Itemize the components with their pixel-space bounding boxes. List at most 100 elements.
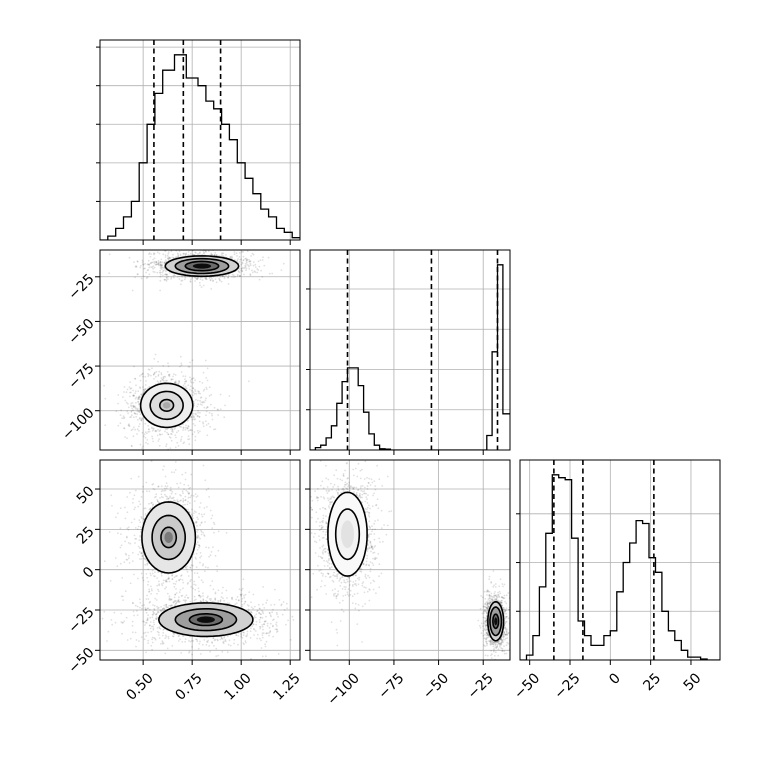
sample-point — [135, 538, 138, 540]
sample-point — [214, 591, 217, 594]
sample-point — [198, 506, 201, 508]
sample-point — [195, 566, 198, 569]
sample-point — [146, 594, 149, 597]
sample-point — [256, 271, 259, 274]
sample-point — [213, 531, 215, 534]
sample-point — [196, 638, 198, 641]
sample-point — [153, 637, 155, 639]
sample-point — [208, 555, 211, 558]
sample-point — [198, 590, 200, 593]
sample-point — [187, 575, 190, 577]
sample-point — [242, 578, 245, 581]
sample-point — [181, 579, 184, 581]
sample-point — [196, 536, 199, 539]
sample-point — [178, 591, 181, 594]
sample-point — [180, 371, 183, 373]
sample-point — [140, 572, 143, 575]
sample-point — [209, 279, 212, 281]
sample-point — [184, 385, 187, 388]
sample-point — [190, 564, 193, 567]
sample-point — [225, 532, 228, 534]
sample-point — [125, 535, 128, 538]
sample-point — [211, 580, 214, 582]
sample-point — [183, 382, 186, 385]
sample-point — [166, 254, 169, 257]
sample-point — [186, 427, 189, 430]
sample-point — [174, 461, 177, 463]
sample-point — [131, 624, 134, 627]
sample-point — [235, 252, 238, 255]
sample-point — [237, 635, 240, 637]
sample-point — [252, 261, 255, 264]
sample-point — [174, 500, 177, 502]
sample-point — [179, 494, 181, 496]
sample-point — [201, 643, 204, 646]
sample-point — [170, 276, 173, 279]
sample-point — [189, 376, 191, 379]
sample-point — [264, 620, 266, 623]
sample-point — [142, 579, 145, 582]
sample-point — [201, 279, 204, 281]
sample-point — [148, 591, 150, 593]
sample-point — [321, 619, 323, 621]
sample-point — [196, 516, 199, 519]
sample-point — [178, 250, 181, 253]
sample-point — [244, 640, 247, 642]
sample-point — [212, 521, 215, 524]
sample-point — [246, 250, 249, 253]
sample-point — [200, 555, 203, 557]
sample-point — [200, 529, 202, 532]
sample-point — [184, 566, 187, 568]
sample-point — [189, 280, 192, 282]
sample-point — [197, 518, 200, 520]
sample-point — [135, 396, 138, 399]
sample-point — [194, 439, 197, 442]
sample-point — [132, 395, 135, 397]
sample-point — [236, 273, 239, 276]
sample-point — [146, 263, 149, 266]
sample-point — [283, 609, 286, 611]
sample-point — [132, 498, 135, 500]
sample-point — [172, 496, 175, 499]
sample-point — [243, 597, 246, 599]
panel-frame — [519, 459, 721, 661]
sample-point — [207, 487, 210, 490]
sample-point — [182, 427, 185, 430]
sample-point — [158, 430, 161, 432]
sample-point — [159, 380, 162, 383]
sample-point — [177, 430, 180, 432]
sample-point — [120, 533, 122, 535]
sample-point — [204, 359, 207, 362]
sample-point — [144, 513, 147, 515]
sample-point — [163, 607, 166, 610]
sample-point — [131, 551, 134, 554]
sample-point — [196, 429, 199, 432]
sample-point — [214, 599, 217, 601]
sample-point — [170, 497, 173, 500]
sample-point — [130, 410, 133, 412]
sample-point — [239, 593, 242, 596]
sample-point — [252, 593, 255, 596]
sample-point — [133, 394, 135, 397]
sample-point — [134, 428, 137, 431]
sample-point — [155, 617, 158, 620]
sample-point — [249, 274, 252, 277]
sample-point — [155, 613, 157, 616]
sample-point — [161, 266, 163, 269]
sample-point — [247, 264, 250, 267]
contour-line — [164, 255, 240, 278]
sample-point — [258, 637, 261, 640]
sample-point — [154, 496, 156, 499]
sample-point — [164, 608, 166, 611]
sample-point — [199, 600, 202, 603]
sample-point — [272, 635, 274, 638]
sample-point — [136, 260, 139, 263]
sample-point — [130, 416, 133, 418]
sample-point — [126, 511, 129, 514]
sample-point — [192, 415, 195, 418]
sample-point — [143, 267, 146, 270]
sample-point — [184, 378, 186, 381]
sample-point — [183, 488, 185, 490]
sample-point — [185, 568, 188, 571]
sample-point — [133, 416, 135, 419]
